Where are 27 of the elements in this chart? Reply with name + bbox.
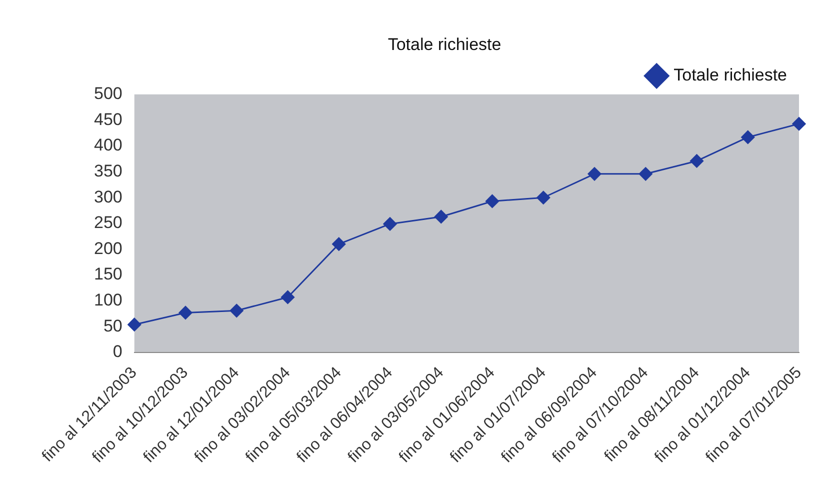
point [792,117,806,131]
y-tick-label: 100 [94,290,122,310]
y-tick-label: 350 [94,162,122,181]
point [230,304,244,318]
point [690,154,704,168]
point [280,290,294,304]
point [128,318,142,332]
point [383,217,397,231]
point [536,190,550,204]
point [332,237,346,251]
point [485,194,499,208]
y-tick-label: 450 [94,110,122,129]
y-tick-label: 150 [94,264,122,284]
point [638,167,652,181]
point [741,130,755,144]
point [434,210,448,224]
y-tick-label: 0 [112,342,122,362]
y-tick-label: 50 [103,316,122,336]
y-tick-label: 250 [94,213,122,232]
y-tick-label: 500 [94,84,122,104]
chart-title: Totale richieste [388,34,502,54]
point [588,167,602,181]
y-tick-label: 200 [94,238,122,258]
point [178,306,192,320]
legend-label: Totale richieste [674,66,787,85]
y-tick-label: 400 [94,136,122,155]
y-tick-label: 300 [94,187,122,206]
